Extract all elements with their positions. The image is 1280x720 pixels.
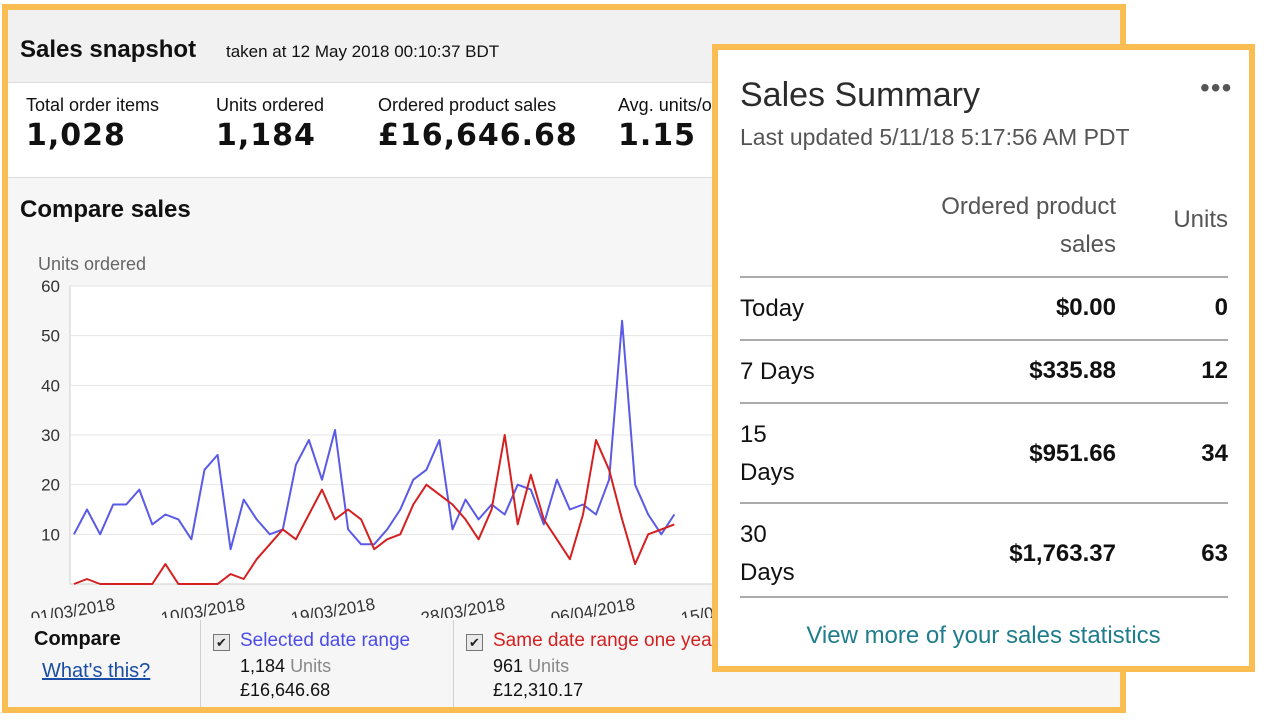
snapshot-title: Sales snapshot xyxy=(20,36,197,63)
metric-label: Units ordered xyxy=(216,95,325,115)
selected-range-sales: £16,646.68 xyxy=(240,680,331,700)
metric-total-order-items: Total order items 1,028 xyxy=(26,95,159,153)
row-label: Today xyxy=(740,295,805,322)
more-options-icon[interactable]: ••• xyxy=(1200,72,1233,103)
compare-sales-title: Compare sales xyxy=(20,196,191,223)
y-tick-label: 30 xyxy=(41,426,60,445)
metric-avg-units: Avg. units/o 1.15 xyxy=(618,95,712,153)
row-units: 0 xyxy=(1214,294,1228,321)
legend-selected-range: ✔ Selected date range 1,184 Units £16,64… xyxy=(200,620,451,707)
selected-range-units-value: 1,184 xyxy=(240,656,286,676)
last-updated-text: Last updated 5/11/18 5:17:56 AM PDT xyxy=(740,124,1130,150)
previous-year-units-value: 961 xyxy=(493,656,524,676)
y-tick-label: 40 xyxy=(41,376,60,395)
y-tick-label: 60 xyxy=(41,277,60,296)
row-units: 34 xyxy=(1201,440,1228,467)
chart-legend: Compare What's this? ✔ Selected date ran… xyxy=(8,618,1120,707)
row-units: 12 xyxy=(1201,357,1228,384)
row-label-line: Days xyxy=(740,459,795,486)
x-tick-label: 28/03/2018 xyxy=(419,594,506,618)
x-tick-label: 06/04/2018 xyxy=(549,594,636,618)
y-tick-label: 50 xyxy=(41,327,60,346)
snapshot-timestamp: taken at 12 May 2018 00:10:37 BDT xyxy=(226,42,500,61)
y-tick-label: 20 xyxy=(41,476,60,495)
x-tick-label: 15/0 xyxy=(679,603,715,618)
selected-range-checkbox[interactable]: ✔ xyxy=(213,634,230,651)
summary-row-30-days: 30 Days $1,763.37 63 xyxy=(740,502,1228,598)
summary-row-7-days: 7 Days $335.88 12 xyxy=(740,339,1228,403)
row-sales: $951.66 xyxy=(1029,440,1116,467)
x-tick-label: 01/03/2018 xyxy=(29,594,116,618)
summary-row-today: Today $0.00 0 xyxy=(740,276,1228,340)
summary-row-15-days: 15 Days $951.66 34 xyxy=(740,402,1228,504)
whats-this-link[interactable]: What's this? xyxy=(42,660,151,682)
metric-value: 1,184 xyxy=(216,118,316,153)
legend-previous-year: ✔ Same date range one yea 961 Units £12,… xyxy=(453,620,754,707)
row-label: 7 Days xyxy=(740,358,815,385)
summary-table-divider xyxy=(740,596,1228,598)
row-label-line: 30 xyxy=(740,521,767,548)
sales-summary-title: Sales Summary xyxy=(740,76,980,114)
metric-label: Ordered product sales xyxy=(378,95,557,115)
view-more-statistics-link[interactable]: View more of your sales statistics xyxy=(806,622,1161,649)
metric-value: 1,028 xyxy=(26,118,126,153)
series-line-previous-year xyxy=(73,434,675,585)
legend-compare-title: Compare xyxy=(34,628,121,650)
y-tick-label: 10 xyxy=(41,525,60,544)
selected-range-units-word: Units xyxy=(290,656,332,676)
y-axis-label: Units ordered xyxy=(38,254,146,274)
selected-range-units: 1,184 Units xyxy=(240,656,331,677)
previous-year-checkbox[interactable]: ✔ xyxy=(466,634,483,651)
previous-year-units: 961 Units xyxy=(493,656,569,677)
column-header-line: Ordered product xyxy=(941,193,1116,220)
row-sales: $1,763.37 xyxy=(1009,540,1116,567)
metric-value: 1.15 xyxy=(618,118,697,153)
metric-units-ordered: Units ordered 1,184 xyxy=(216,95,324,153)
x-tick-label: 10/03/2018 xyxy=(159,594,246,618)
row-sales: $335.88 xyxy=(1029,357,1116,384)
row-label-line: 15 xyxy=(740,421,767,448)
sales-summary-card: Sales Summary ••• Last updated 5/11/18 5… xyxy=(712,44,1255,672)
metric-label: Avg. units/o xyxy=(618,95,712,115)
snapshot-header: Sales snapshot taken at 12 May 2018 00:1… xyxy=(8,10,1120,83)
series-line-selected-range xyxy=(73,319,676,551)
selected-range-label: Selected date range xyxy=(240,630,411,651)
column-header-ordered-product-sales: Ordered product sales xyxy=(868,188,1116,264)
metric-label: Total order items xyxy=(26,95,160,115)
x-tick-label: 19/03/2018 xyxy=(289,594,376,618)
row-sales: $0.00 xyxy=(1055,294,1116,321)
metric-ordered-product-sales: Ordered product sales £16,646.68 xyxy=(378,95,578,153)
row-units: 63 xyxy=(1201,540,1228,567)
previous-year-units-word: Units xyxy=(528,656,570,676)
previous-year-sales: £12,310.17 xyxy=(493,680,584,700)
column-header-units: Units xyxy=(1173,206,1228,233)
row-label-line: Days xyxy=(740,559,795,586)
metric-value: £16,646.68 xyxy=(378,118,578,153)
row-label: 30 Days xyxy=(740,516,795,592)
row-label: 15 Days xyxy=(740,416,795,492)
column-header-line: sales xyxy=(1059,231,1116,258)
previous-year-label: Same date range one yea xyxy=(493,630,712,651)
